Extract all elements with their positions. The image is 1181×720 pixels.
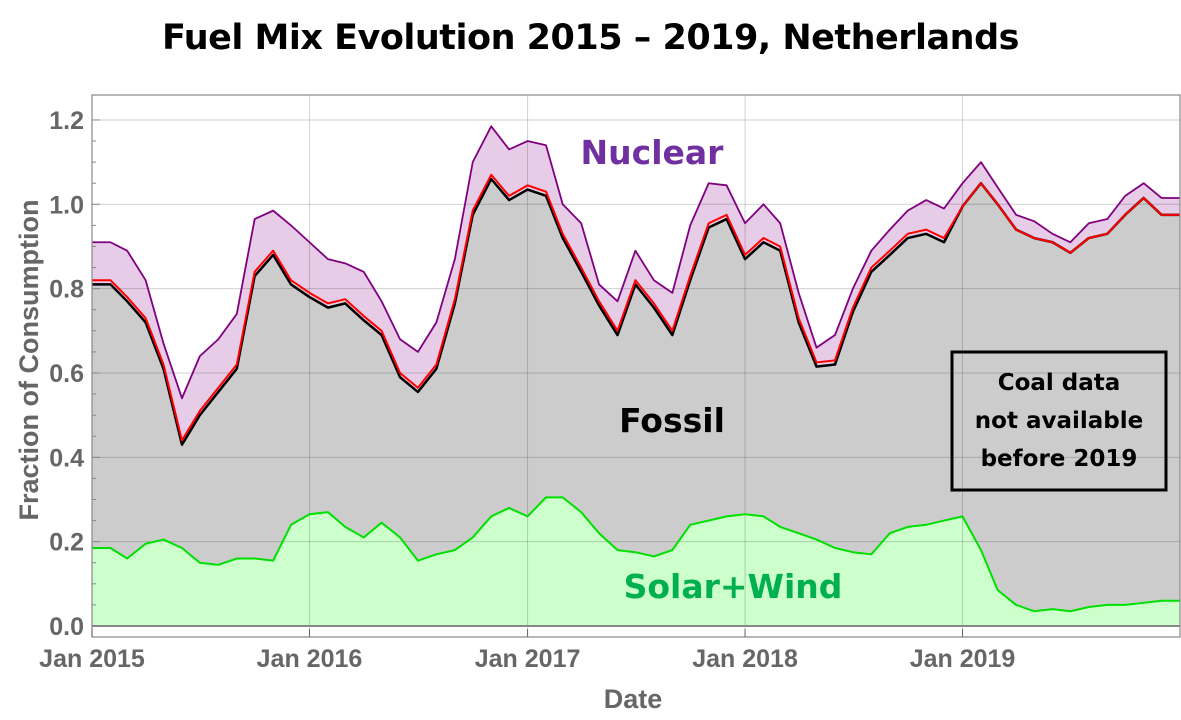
tick-labels: 0.0 0.2 0.4 0.6 0.8 1.0 1.2 Jan 2015 Jan 2016 Jan… <box>39 107 1015 673</box>
y-tick-label: 0.0 <box>49 613 84 641</box>
y-axis-label: Fraction of Consumption <box>14 200 44 521</box>
y-tick-label: 1.2 <box>49 107 84 135</box>
note-line-1: Coal data <box>998 370 1121 396</box>
nuclear-line <box>92 125 1180 400</box>
y-tick-label: 1.0 <box>49 191 84 219</box>
note-line-2: not available <box>975 408 1143 434</box>
y-tick-label: 0.2 <box>49 529 84 557</box>
note-line-3: before 2019 <box>981 446 1138 472</box>
solar-wind-label: Solar+Wind <box>624 567 843 606</box>
x-tick-label: Jan 2018 <box>692 645 798 673</box>
nuclear-label: Nuclear <box>581 133 725 172</box>
y-tick-label: 0.6 <box>49 360 84 388</box>
plot-frame <box>91 94 1181 638</box>
x-axis-label: Date <box>604 684 663 714</box>
y-tick-label: 0.4 <box>49 444 84 472</box>
series-lines <box>92 125 1180 613</box>
x-tick-label: Jan 2017 <box>475 645 581 673</box>
y-tick-label: 0.8 <box>49 276 84 304</box>
plot-areas <box>92 126 1180 627</box>
note-box <box>950 350 1168 492</box>
solar-wind-area <box>92 497 1180 626</box>
x-tick-label: Jan 2015 <box>39 645 145 673</box>
x-tick-label: Jan 2016 <box>257 645 363 673</box>
fossil-area <box>92 178 1180 627</box>
axes-frame <box>91 94 1181 638</box>
chart-title: Fuel Mix Evolution 2015 – 2019, Netherla… <box>162 18 1019 58</box>
x-tick-label: Jan 2019 <box>910 645 1016 673</box>
other-line <box>92 173 1180 442</box>
solar-wind-line <box>92 496 1180 613</box>
fossil-label: Fossil <box>619 401 725 440</box>
